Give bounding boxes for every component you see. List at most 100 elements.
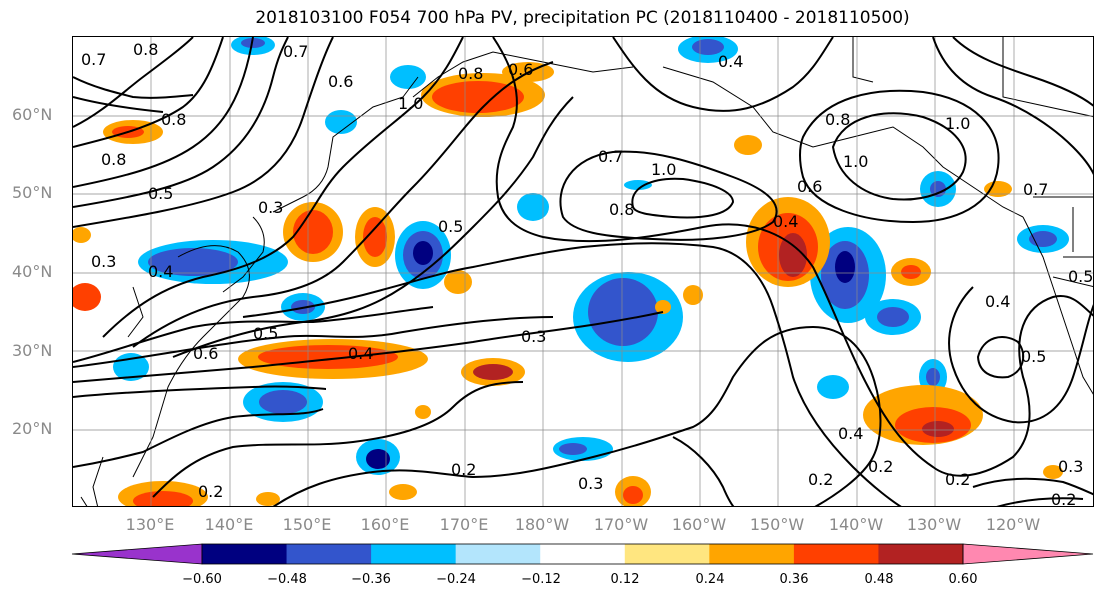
colorbar-segment bbox=[540, 544, 626, 564]
contour-label: 0.2 bbox=[451, 460, 476, 479]
negative-anomaly-blob bbox=[553, 437, 613, 461]
colorbar-extend-low bbox=[71, 543, 203, 565]
contour-label: 0.7 bbox=[81, 50, 106, 69]
colorbar-tick-label: −0.24 bbox=[436, 572, 476, 587]
lon-label: 160°W bbox=[671, 515, 727, 534]
lon-label: 170°W bbox=[593, 515, 649, 534]
colorbar-segment bbox=[624, 544, 710, 564]
contour-label: 0.3 bbox=[521, 327, 546, 346]
lat-label: 40°N bbox=[12, 262, 53, 281]
contour-label: 0.3 bbox=[91, 252, 116, 271]
contour-label: 0.8 bbox=[161, 110, 186, 129]
positive-anomaly-blob bbox=[355, 207, 395, 267]
map-canvas: 0.7 0.8 0.7 0.6 0.8 0.6 0.4 0.8 1.0 0.8 … bbox=[73, 37, 1093, 507]
positive-anomaly-blob bbox=[283, 202, 343, 262]
contour-label: 0.7 bbox=[1023, 180, 1048, 199]
negative-anomaly-blob bbox=[395, 221, 451, 289]
negative-anomaly-blob bbox=[243, 382, 323, 422]
colorbar-tick-label: 0.60 bbox=[948, 572, 978, 587]
contour-label: 0.7 bbox=[283, 42, 308, 61]
contour-label: 0.4 bbox=[985, 292, 1010, 311]
contour-label: 0.5 bbox=[1021, 347, 1046, 366]
lon-label: 160°E bbox=[360, 515, 410, 534]
contour-label: 0.4 bbox=[718, 52, 743, 71]
lon-label: 150°W bbox=[749, 515, 805, 534]
contour-label: 0.4 bbox=[148, 262, 173, 281]
colorbar-segment bbox=[202, 544, 288, 564]
contour-label: 0.6 bbox=[508, 60, 533, 79]
lat-label: 50°N bbox=[12, 183, 53, 202]
colorbar-tick-label: −0.48 bbox=[267, 572, 307, 587]
colorbar-tick-label: 0.48 bbox=[864, 572, 894, 587]
negative-anomaly-blob bbox=[865, 299, 921, 335]
lon-label: 130°W bbox=[906, 515, 962, 534]
contour-label: 0.8 bbox=[609, 200, 634, 219]
negative-anomaly-blob bbox=[1017, 225, 1069, 253]
colorbar bbox=[71, 543, 1094, 565]
map-panel: 0.7 0.8 0.7 0.6 0.8 0.6 0.4 0.8 1.0 0.8 … bbox=[72, 36, 1094, 507]
coastlines-layer bbox=[80, 37, 1093, 506]
lon-label: 140°E bbox=[204, 515, 254, 534]
contour-label: 0.8 bbox=[133, 40, 158, 59]
colorbar-tick-label: 0.36 bbox=[779, 572, 809, 587]
contour-label: 1.0 bbox=[945, 114, 970, 133]
negative-anomaly-blob bbox=[356, 439, 400, 475]
contour-label: 0.3 bbox=[1058, 457, 1083, 476]
contour-label: 0.5 bbox=[253, 324, 278, 343]
lon-label: 180°W bbox=[514, 515, 570, 534]
colorbar-tick-label: 0.12 bbox=[610, 572, 640, 587]
contour-label: 0.8 bbox=[825, 110, 850, 129]
colorbar-segment bbox=[709, 544, 795, 564]
lat-label: 20°N bbox=[12, 419, 53, 438]
colorbar-segment bbox=[371, 544, 457, 564]
positive-anomaly-blob bbox=[118, 481, 208, 506]
lon-label: 130°E bbox=[125, 515, 175, 534]
lat-label: 30°N bbox=[12, 341, 53, 360]
lat-label: 60°N bbox=[12, 105, 53, 124]
negative-anomaly-blob bbox=[231, 37, 275, 55]
contour-label: 0.2 bbox=[808, 470, 833, 489]
contour-label: 1.0 bbox=[843, 152, 868, 171]
contour-label: 0.2 bbox=[198, 482, 223, 501]
colorbar-outline bbox=[201, 543, 964, 565]
colorbar-extend-high bbox=[962, 543, 1094, 565]
contour-label: 0.4 bbox=[773, 212, 798, 231]
contour-label: 0.7 bbox=[598, 147, 623, 166]
positive-anomaly-blob bbox=[73, 62, 1063, 506]
graticule-layer bbox=[73, 37, 1093, 506]
pv-contours-layer bbox=[73, 37, 1093, 506]
contour-label: 0.2 bbox=[1051, 490, 1076, 507]
contour-label: 0.6 bbox=[193, 344, 218, 363]
colorbar-tick-label: −0.60 bbox=[182, 572, 222, 587]
negative-anomaly-blob bbox=[573, 272, 683, 362]
contour-label: 0.3 bbox=[258, 198, 283, 217]
contour-labels: 0.7 0.8 0.7 0.6 0.8 0.6 0.4 0.8 1.0 0.8 … bbox=[81, 40, 1093, 507]
map-title: 2018103100 F054 700 hPa PV, precipitatio… bbox=[255, 8, 910, 28]
lon-label: 140°W bbox=[828, 515, 884, 534]
colorbar-tick-label: −0.12 bbox=[521, 572, 561, 587]
contour-label: 0.8 bbox=[101, 150, 126, 169]
negative-anomaly-blob bbox=[920, 171, 956, 207]
contour-label: 0.6 bbox=[797, 177, 822, 196]
colorbar-segment bbox=[878, 544, 964, 564]
contour-label: 0.5 bbox=[1068, 267, 1093, 286]
contour-label: 0.2 bbox=[868, 457, 893, 476]
contour-label: 0.2 bbox=[945, 470, 970, 489]
colorbar-segment bbox=[455, 544, 541, 564]
colorbar-segment bbox=[286, 544, 372, 564]
contour-label: 0.4 bbox=[838, 424, 863, 443]
colorbar-tick-label: −0.36 bbox=[351, 572, 391, 587]
contour-label: 0.5 bbox=[438, 217, 463, 236]
contour-label: 0.3 bbox=[578, 474, 603, 493]
lon-label: 120°W bbox=[985, 515, 1041, 534]
contour-label: 0.4 bbox=[348, 344, 373, 363]
lon-label: 150°E bbox=[282, 515, 332, 534]
contour-label: 0.5 bbox=[148, 184, 173, 203]
contour-label: 0.8 bbox=[458, 64, 483, 83]
contour-label: 1.0 bbox=[398, 94, 423, 113]
contour-label: 0.6 bbox=[328, 72, 353, 91]
colorbar-tick-label: 0.24 bbox=[695, 572, 725, 587]
colorbar-segment bbox=[793, 544, 879, 564]
positive-anomaly-blob bbox=[461, 358, 525, 386]
positive-anomaly-blob bbox=[103, 120, 163, 144]
